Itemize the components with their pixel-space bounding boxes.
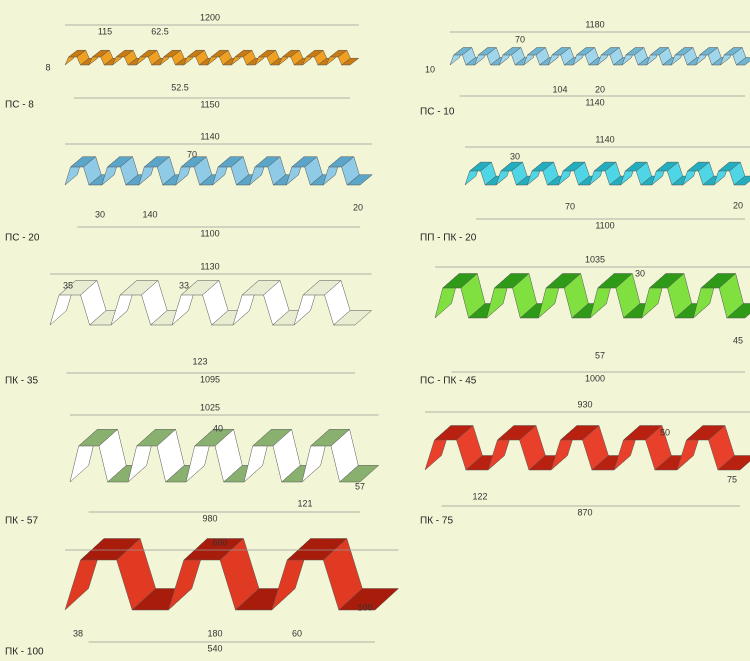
profile-name: ПС - 8: [5, 100, 34, 111]
sheet-face: [735, 57, 750, 66]
dimension-label: 1025: [200, 402, 220, 412]
dimension-label: 980: [202, 513, 217, 523]
profile-name: ПК - 35: [5, 376, 38, 387]
dimension-label: 1200: [200, 12, 220, 22]
dimension-label: 70: [565, 201, 575, 211]
dimension-label: 1150: [200, 99, 219, 109]
profile-name: ПС - 10: [420, 107, 455, 118]
dimension-label: 1140: [200, 131, 219, 141]
sheet-face: [332, 310, 373, 326]
dimension-label: 70: [515, 34, 525, 44]
dimension-label: 30: [635, 268, 645, 278]
dimension-label: 121: [297, 498, 312, 508]
dimension-label: 104: [552, 84, 567, 94]
dimension-label: 122: [472, 491, 487, 501]
dimension-label: 75: [727, 474, 737, 484]
dimension-label: 38: [73, 628, 83, 638]
dimension-label: 30: [95, 209, 105, 219]
dimension-label: 20: [595, 84, 605, 94]
dimension-label: 1100: [200, 228, 219, 238]
dimension-label: 57: [355, 481, 365, 491]
dimension-label: 1100: [595, 220, 614, 230]
dimension-label: 1000: [585, 373, 605, 383]
dimension-label: 870: [577, 507, 592, 517]
sheet-face: [733, 175, 750, 186]
sheet-face: [339, 465, 380, 483]
profile-name: ПК - 57: [5, 516, 38, 527]
dimension-label: 70: [187, 149, 197, 159]
dimension-label: 930: [577, 399, 592, 409]
dimension-label: 1035: [585, 254, 605, 264]
dimension-label: 123: [192, 356, 207, 366]
dimension-label: 540: [207, 643, 222, 653]
profile-name: ПК - 100: [5, 647, 44, 658]
dimension-label: 600: [212, 537, 227, 547]
dimension-label: 180: [207, 628, 222, 638]
profile-name: ПС - ПК - 45: [420, 376, 477, 387]
dimension-label: 33: [179, 280, 189, 290]
dimension-label: 1140: [585, 97, 604, 107]
dimension-label: 62.5: [151, 26, 169, 36]
sheet-face: [338, 588, 400, 611]
sheet-face: [340, 57, 360, 66]
dimension-label: 40: [213, 423, 223, 433]
dimension-label: 52.5: [171, 82, 189, 92]
dimension-label: 45: [733, 335, 743, 345]
dimension-label: 35: [63, 280, 73, 290]
dimension-label: 8: [45, 62, 50, 72]
dimension-label: 60: [292, 628, 302, 638]
dimension-label: 1095: [200, 374, 220, 384]
dimension-label: 100: [357, 602, 372, 612]
dimension-label: 115: [98, 26, 112, 36]
sheet-face: [346, 174, 373, 186]
profile-name: ПС - 20: [5, 233, 40, 244]
dimension-label: 50: [660, 427, 670, 437]
dimension-label: 1140: [595, 134, 614, 144]
dimension-label: 30: [510, 151, 520, 161]
profile-name: ПП - ПК - 20: [420, 233, 477, 244]
sheet-face: [726, 303, 750, 319]
dimension-label: 20: [353, 202, 363, 212]
sheet-face: [717, 455, 750, 471]
dimension-label: 1180: [585, 19, 604, 29]
dimension-label: 140: [142, 209, 157, 219]
profile-name: ПК - 75: [420, 516, 453, 527]
dimension-label: 20: [733, 200, 743, 210]
dimension-label: 57: [595, 350, 605, 360]
dimension-label: 1130: [200, 261, 219, 271]
dimension-label: 10: [425, 64, 435, 74]
